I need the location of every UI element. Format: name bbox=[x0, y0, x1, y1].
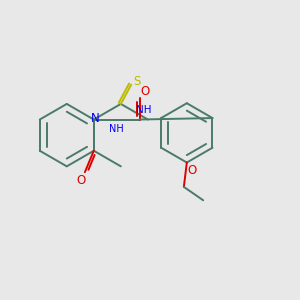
Text: NH: NH bbox=[136, 105, 151, 115]
Text: O: O bbox=[188, 164, 197, 177]
Text: O: O bbox=[77, 174, 86, 187]
Text: O: O bbox=[140, 85, 150, 98]
Text: NH: NH bbox=[109, 124, 124, 134]
Text: N: N bbox=[91, 112, 100, 124]
Text: S: S bbox=[133, 75, 140, 88]
